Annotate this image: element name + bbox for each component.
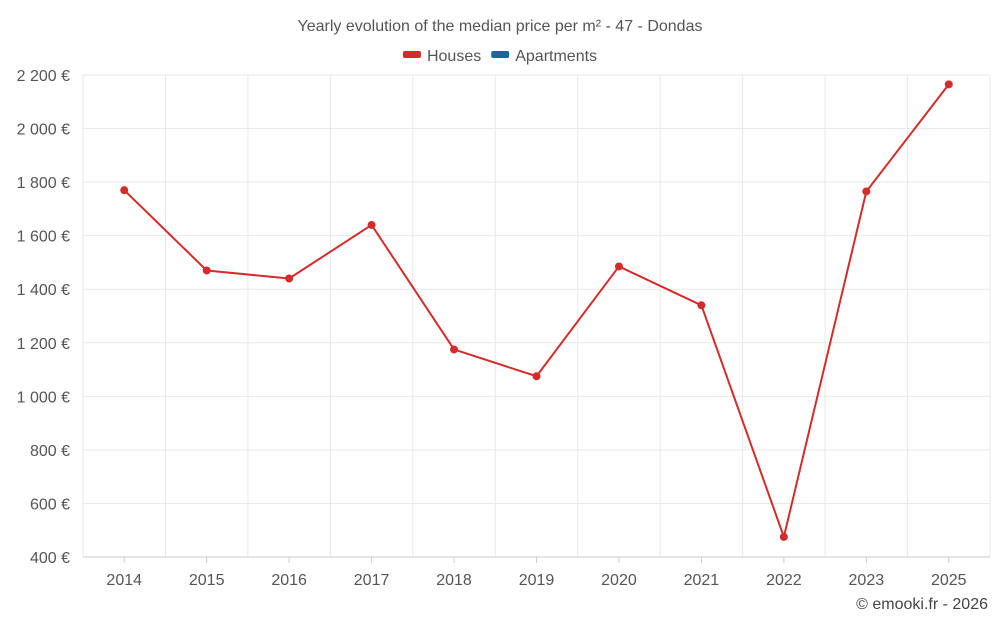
legend-item-houses[interactable]: Houses <box>402 48 481 65</box>
chart-title: Yearly evolution of the median price per… <box>298 18 703 35</box>
y-tick-label: 1 800 € <box>17 175 70 192</box>
data-point[interactable] <box>285 274 294 283</box>
legend-label: Apartments <box>515 48 597 65</box>
legend-item-apartments[interactable]: Apartments <box>491 48 597 65</box>
data-point[interactable] <box>944 80 953 89</box>
x-tick-label: 2022 <box>766 572 802 589</box>
x-tick-label: 2021 <box>684 572 720 589</box>
y-tick-label: 2 000 € <box>17 122 70 139</box>
x-tick-label: 2015 <box>189 572 225 589</box>
data-point[interactable] <box>202 266 211 275</box>
x-tick-label: 2017 <box>354 572 390 589</box>
x-tick-label: 2019 <box>519 572 555 589</box>
data-point[interactable] <box>862 187 871 196</box>
x-tick-label: 2023 <box>849 572 885 589</box>
x-tick-label: 2020 <box>601 572 637 589</box>
x-tick-label: 2016 <box>271 572 307 589</box>
data-point[interactable] <box>532 372 541 381</box>
y-axis-ticks: 400 € 600 € 800 € 1 000 € 1 200 € 1 400 € 1 60… <box>17 68 70 567</box>
x-tick-label: 2018 <box>436 572 472 589</box>
credit-text: © emooki.fr - 2026 <box>856 596 988 613</box>
data-point[interactable] <box>697 301 706 310</box>
x-axis-ticks: 2014 2015 2016 2017 2018 2019 2020 2021 2022 2023… <box>106 557 967 589</box>
y-tick-label: 800 € <box>30 443 70 460</box>
legend[interactable]: Houses Apartments <box>402 48 597 65</box>
data-point[interactable] <box>779 532 788 541</box>
legend-swatch <box>491 51 510 58</box>
y-tick-label: 1 200 € <box>17 336 70 353</box>
series-layer <box>120 80 953 541</box>
y-tick-label: 1 000 € <box>17 389 70 406</box>
grid <box>82 74 991 558</box>
legend-swatch <box>402 51 421 58</box>
x-tick-label: 2014 <box>106 572 142 589</box>
data-point[interactable] <box>367 220 376 229</box>
y-tick-label: 600 € <box>30 496 70 513</box>
y-tick-label: 400 € <box>30 550 70 567</box>
y-tick-label: 1 400 € <box>17 282 70 299</box>
data-point[interactable] <box>120 186 129 195</box>
data-point[interactable] <box>450 345 459 354</box>
data-point[interactable] <box>614 262 623 271</box>
y-tick-label: 1 600 € <box>17 229 70 246</box>
x-tick-label: 2025 <box>931 572 967 589</box>
legend-label: Houses <box>427 48 481 65</box>
y-tick-label: 2 200 € <box>17 68 70 85</box>
